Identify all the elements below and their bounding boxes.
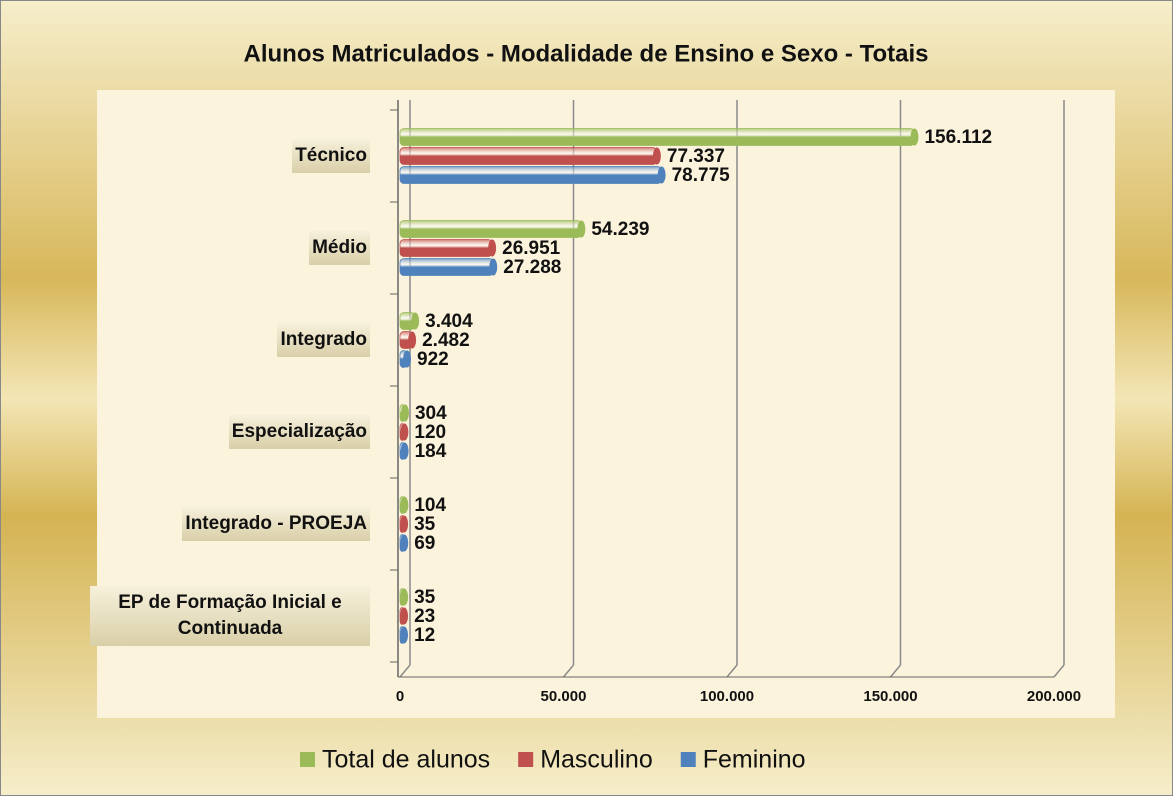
data-label: 2.482 — [422, 330, 470, 351]
bar-cap — [400, 626, 409, 644]
bar-cap — [400, 588, 409, 606]
data-label: 23 — [414, 606, 435, 627]
data-label: 26.951 — [502, 238, 561, 259]
y-tick-label: Especialização — [90, 392, 370, 472]
bar — [399, 220, 582, 238]
x-tick-label: 200.000 — [1027, 688, 1081, 705]
bar-cap — [403, 350, 412, 368]
y-tick-label: EP de Formação Inicial e Continuada — [90, 576, 370, 656]
bar-cap — [488, 239, 497, 257]
legend-label: Total de alunos — [322, 746, 490, 774]
bar-cap — [910, 128, 919, 146]
data-label: 78.775 — [672, 165, 731, 186]
legend-label: Feminino — [703, 746, 806, 774]
bar — [399, 239, 493, 257]
bar-cap — [400, 404, 409, 422]
bar — [399, 147, 658, 165]
y-tick-label: Técnico — [90, 116, 370, 196]
bar-cap — [400, 534, 409, 552]
bar — [399, 258, 494, 276]
legend-swatch — [680, 752, 696, 767]
grid-line-depth — [726, 664, 738, 678]
grid-line-depth — [399, 664, 411, 678]
data-label: 184 — [415, 441, 447, 462]
data-label: 27.288 — [503, 257, 561, 278]
bar — [399, 128, 915, 146]
y-tick-label-text: Integrado - PROEJA — [182, 507, 370, 541]
bar-cap — [400, 423, 409, 441]
chart-title: Alunos Matriculados - Modalidade de Ensi… — [244, 40, 929, 67]
bar-cap — [400, 515, 409, 533]
y-tick-label-text: EP de Formação Inicial e Continuada — [90, 586, 370, 646]
data-label: 3.404 — [425, 311, 473, 332]
data-label: 304 — [415, 403, 447, 424]
legend-swatch — [300, 752, 315, 767]
data-label: 104 — [414, 495, 446, 516]
x-tick-label: 50.000 — [541, 688, 587, 705]
bar-cap — [408, 331, 417, 349]
grid-line-depth — [889, 664, 902, 678]
grid-line-depth — [562, 664, 575, 678]
y-tick-label-text: Especialização — [228, 415, 370, 449]
y-tick-label: Integrado - PROEJA — [90, 484, 370, 564]
bar — [399, 166, 662, 184]
bar-cap — [411, 312, 420, 330]
x-tick-label: 100.000 — [700, 688, 754, 705]
bar-cap — [400, 607, 409, 625]
x-tick-label: 150.000 — [863, 688, 917, 705]
data-label: 35 — [414, 587, 436, 608]
y-tick-label-text: Integrado — [277, 323, 370, 357]
y-tick-label: Integrado — [90, 300, 370, 380]
legend-label: Masculino — [540, 746, 653, 774]
x-tick-label: 0 — [396, 688, 404, 705]
bar-cap — [652, 147, 661, 165]
bar-cap — [489, 258, 498, 276]
bar-cap — [400, 496, 409, 514]
data-label: 12 — [414, 625, 435, 646]
data-label: 69 — [414, 533, 435, 554]
data-label: 77.337 — [667, 146, 725, 167]
bar-cap — [657, 166, 666, 184]
data-label: 156.112 — [924, 127, 992, 148]
y-tick-label-text: Técnico — [292, 139, 370, 173]
bar-cap — [400, 442, 409, 460]
data-label: 922 — [417, 349, 449, 370]
data-label: 35 — [414, 514, 436, 535]
y-tick-label: Médio — [90, 208, 370, 288]
data-label: 120 — [414, 422, 446, 443]
data-label: 54.239 — [591, 219, 649, 240]
y-tick-label-text: Médio — [309, 231, 370, 265]
bar-cap — [577, 220, 586, 238]
grid-line-depth — [1053, 664, 1065, 678]
legend-swatch — [518, 752, 534, 767]
